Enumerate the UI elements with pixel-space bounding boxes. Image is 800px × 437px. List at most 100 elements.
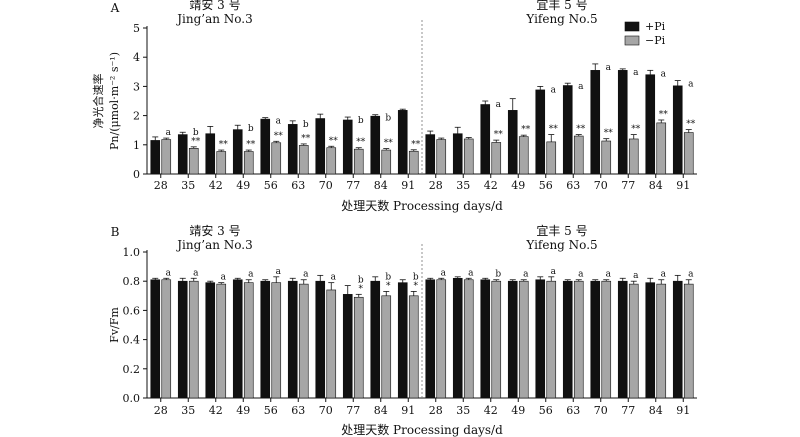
legend-label-minus-pi: −Pi xyxy=(645,34,666,47)
bar-minus-pi xyxy=(353,148,364,175)
bar-minus-pi xyxy=(353,296,364,399)
significance-label: ** xyxy=(191,137,201,147)
bar-plus-pi xyxy=(397,110,408,175)
bar-minus-pi xyxy=(601,280,612,399)
bar-plus-pi xyxy=(425,279,436,399)
bar-plus-pi xyxy=(287,280,298,399)
bar-plus-pi xyxy=(617,280,628,399)
bar-plus-pi xyxy=(315,280,326,399)
significance-label: * xyxy=(359,284,364,294)
bar-minus-pi xyxy=(381,149,392,175)
y-tick-label: 0.4 xyxy=(123,334,141,347)
group-title-cn: 靖安 3 号 xyxy=(189,223,240,238)
y-tick-label: 0 xyxy=(133,168,140,181)
x-tick-label: 56 xyxy=(539,179,553,192)
significance-label: a xyxy=(523,270,529,280)
x-tick-label: 70 xyxy=(319,404,333,417)
bar-minus-pi xyxy=(298,145,309,175)
bar-minus-pi xyxy=(161,279,172,399)
x-tick-label: 70 xyxy=(594,404,608,417)
x-tick-label: 91 xyxy=(401,404,415,417)
legend-swatch-minus-pi xyxy=(624,35,640,46)
bar-plus-pi xyxy=(645,282,656,399)
significance-label: b xyxy=(193,128,199,138)
bar-minus-pi xyxy=(683,132,694,175)
significance-label: ** xyxy=(659,110,669,120)
x-tick-label: 77 xyxy=(346,179,360,192)
bar-minus-pi xyxy=(188,280,199,399)
y-tick-label: 0.2 xyxy=(123,363,141,376)
bar-plus-pi xyxy=(425,134,436,175)
bar-minus-pi xyxy=(436,139,447,175)
bar-minus-pi xyxy=(326,289,337,399)
bar-minus-pi xyxy=(491,142,502,175)
x-tick-label: 42 xyxy=(209,179,223,192)
significance-label: b xyxy=(358,275,364,285)
x-tick-label: 35 xyxy=(181,404,195,417)
bar-plus-pi xyxy=(287,124,298,175)
bar-minus-pi xyxy=(271,282,282,399)
panel-a: A 0 1 2 3 4 5 净光合速率 Pn/(μmol·m⁻² s⁻¹) 处理天数 Proces… xyxy=(91,0,697,213)
x-tick-label: 42 xyxy=(209,404,223,417)
bar-minus-pi xyxy=(518,136,529,175)
x-tick-label: 35 xyxy=(456,179,470,192)
bar-minus-pi xyxy=(573,135,584,175)
bar-plus-pi xyxy=(535,89,546,175)
significance-label: a xyxy=(193,268,199,278)
x-tick-label: 49 xyxy=(236,404,250,417)
bar-minus-pi xyxy=(216,283,227,399)
significance-label: ** xyxy=(384,139,394,149)
significance-label: ** xyxy=(329,136,339,146)
significance-label: a xyxy=(303,270,309,280)
significance-label: b xyxy=(358,116,364,126)
significance-label: a xyxy=(633,271,639,281)
significance-label: ** xyxy=(686,120,696,130)
bar-plus-pi xyxy=(590,280,601,399)
bar-plus-pi xyxy=(150,279,161,399)
x-tick-label: 28 xyxy=(154,404,168,417)
significance-label: a xyxy=(688,80,694,90)
significance-label: ** xyxy=(356,138,366,148)
bar-minus-pi xyxy=(518,280,529,399)
significance-label: b xyxy=(248,124,254,134)
y-tick-label: 1 xyxy=(133,139,140,152)
bar-minus-pi xyxy=(408,295,419,399)
x-tick-label: 63 xyxy=(566,179,580,192)
x-tick-label: 28 xyxy=(429,404,443,417)
significance-label: b xyxy=(495,270,501,280)
bar-minus-pi xyxy=(628,138,639,175)
x-tick-label: 35 xyxy=(456,404,470,417)
bar-minus-pi xyxy=(381,295,392,399)
significance-label: a xyxy=(331,273,337,283)
significance-label: a xyxy=(551,267,557,277)
significance-label: ** xyxy=(301,134,311,144)
significance-label: a xyxy=(248,270,254,280)
x-tick-label: 28 xyxy=(154,179,168,192)
bar-minus-pi xyxy=(463,138,474,175)
bar-minus-pi xyxy=(243,151,254,175)
bar-plus-pi xyxy=(232,279,243,399)
group-title-cn: 宜丰 5 号 xyxy=(536,223,587,238)
significance-label: ** xyxy=(494,130,504,140)
bar-minus-pi xyxy=(546,141,557,175)
x-tick-label: 91 xyxy=(676,179,690,192)
y-axis-label-cn: 净光合速率 xyxy=(91,74,105,129)
legend-swatch-plus-pi xyxy=(624,21,640,32)
x-tick-label: 63 xyxy=(291,404,305,417)
bar-minus-pi xyxy=(161,139,172,175)
bar-plus-pi xyxy=(177,280,188,399)
significance-label: a xyxy=(578,82,584,92)
y-tick-label: 1.0 xyxy=(123,246,141,259)
significance-label: * xyxy=(414,281,419,291)
significance-label: a xyxy=(606,270,612,280)
bar-plus-pi xyxy=(315,118,326,175)
bar-plus-pi xyxy=(535,279,546,399)
x-tick-label: 77 xyxy=(621,404,635,417)
panel-b: B 0.0 0.2 0.4 0.6 0.8 1.0 Fv/Fm 处理天数 Processing … xyxy=(108,223,697,437)
significance-label: a xyxy=(468,268,474,278)
significance-label: b xyxy=(303,120,309,130)
bar-plus-pi xyxy=(260,118,271,175)
x-tick-label: 63 xyxy=(566,404,580,417)
significance-label: ** xyxy=(604,129,614,139)
x-tick-label: 91 xyxy=(676,404,690,417)
